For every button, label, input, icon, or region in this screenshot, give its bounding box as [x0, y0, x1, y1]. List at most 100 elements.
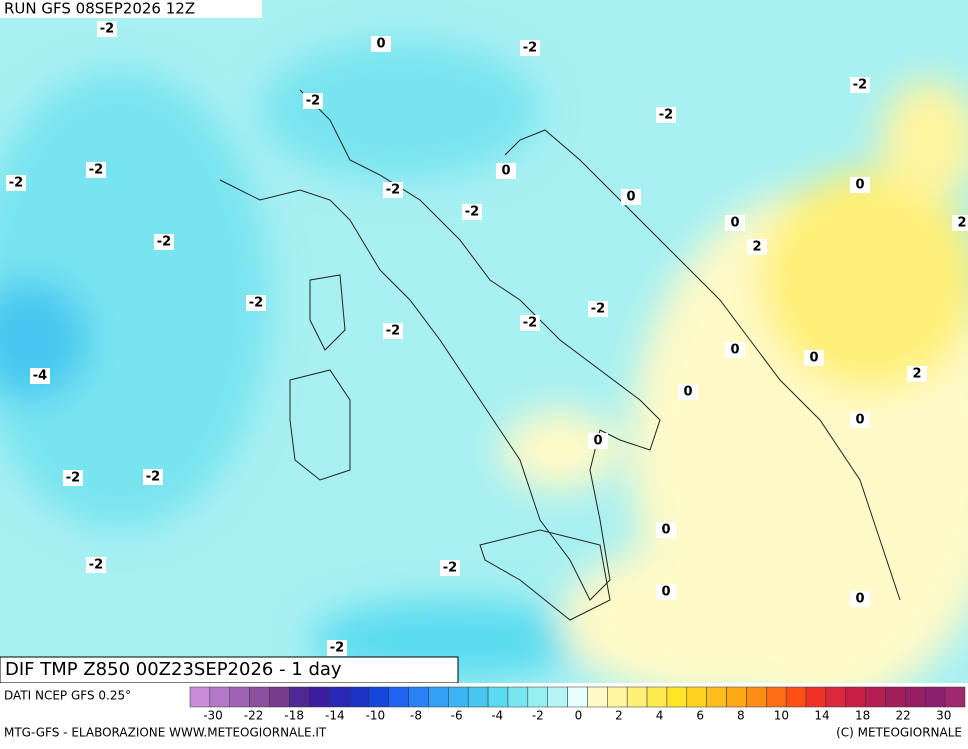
colorbar-cell — [825, 686, 847, 708]
footer-right: (C) METEOGIORNALE — [836, 726, 962, 740]
colorbar-cell — [527, 686, 548, 708]
label-bg — [97, 21, 117, 37]
colorbar-cell — [289, 686, 310, 708]
colorbar-cell — [328, 686, 350, 708]
colorbar-cell — [567, 686, 588, 708]
colorbar-tick-label: -2 — [532, 709, 544, 723]
contour-label: 0 — [626, 190, 635, 205]
colorbar-tick-label: -4 — [491, 709, 503, 723]
contour-label: -2 — [146, 470, 160, 485]
label-bg — [621, 189, 641, 205]
contour-label: -2 — [386, 183, 400, 198]
contour-label: -2 — [330, 641, 344, 656]
colorbar-cell — [805, 686, 827, 708]
colorbar-tick-label: -6 — [451, 709, 463, 723]
colorbar-cell — [925, 686, 946, 708]
label-bg — [371, 36, 391, 52]
label-bg — [656, 522, 676, 538]
colorbar-cell — [587, 686, 608, 708]
label-bg — [725, 342, 745, 358]
label-bg — [656, 584, 676, 600]
colorbar-cell — [646, 686, 668, 708]
contour-label: -4 — [33, 369, 47, 384]
colorbar-cell — [229, 686, 250, 708]
colorbar-cell — [368, 686, 389, 708]
contour-label: 2 — [912, 367, 921, 382]
contour-label: 0 — [855, 592, 864, 607]
contour-label: 0 — [661, 585, 670, 600]
colorbar-cell — [845, 686, 866, 708]
colorbar-cell — [428, 686, 449, 708]
colorbar-cell — [666, 686, 688, 708]
label-bg — [86, 557, 106, 573]
contour-label: -2 — [89, 558, 103, 573]
field — [0, 0, 968, 710]
colorbar-tick-label: 2 — [615, 709, 623, 723]
colorbar-tick-label: -30 — [203, 709, 223, 723]
label-bg — [496, 163, 516, 179]
label-bg — [246, 295, 266, 311]
colorbar-cell — [249, 686, 270, 708]
contour-label: 2 — [752, 240, 761, 255]
contour-label: 0 — [661, 523, 670, 538]
footer-left: MTG-GFS - ELABORAZIONE WWW.METEOGIORNALE… — [4, 726, 327, 740]
label-bg — [588, 433, 608, 449]
label-bg — [327, 640, 347, 656]
label-bg — [86, 162, 106, 178]
label-bg — [520, 40, 540, 56]
colorbar-cell — [766, 686, 787, 708]
colorbar-cell — [269, 686, 290, 708]
colorbar-cell — [408, 686, 429, 708]
colorbar-cell — [706, 686, 727, 708]
contour-label: 0 — [376, 37, 385, 52]
colorbar-cell — [726, 686, 747, 708]
colorbar-cell — [885, 686, 906, 708]
label-bg — [850, 412, 870, 428]
header-box — [0, 0, 262, 18]
label-bg — [303, 93, 323, 109]
contour-label: -2 — [523, 316, 537, 331]
contour-label: -2 — [66, 471, 80, 486]
contour-label: -2 — [9, 176, 23, 191]
colorbar-tick-label: -18 — [284, 709, 304, 723]
colorbar-tick-label: 14 — [814, 709, 829, 723]
colorbar-tick-label: 18 — [855, 709, 870, 723]
label-bg — [907, 366, 927, 382]
contour-label: -2 — [89, 163, 103, 178]
label-bg — [656, 107, 676, 123]
colorbar-cell — [388, 686, 409, 708]
colorbar-cell — [944, 686, 966, 708]
colorbar-cell — [607, 686, 628, 708]
colorbar-cell — [189, 686, 211, 708]
label-bg — [747, 239, 767, 255]
colorbar-cell — [448, 686, 469, 708]
colorbar-cell — [905, 686, 926, 708]
colorbar-tick-label: 4 — [656, 709, 664, 723]
label-bg — [678, 384, 698, 400]
label-bg — [462, 204, 482, 220]
colorbar: -30 -22 -18 -14 -10 -8 -6 -4 -2 0 2 4 6 8 10 14 18 22 30 — [189, 686, 966, 723]
title-box — [0, 656, 459, 684]
label-bg — [63, 470, 83, 486]
label-bg — [725, 215, 745, 231]
contour-label: 0 — [730, 216, 739, 231]
contour-label: -2 — [157, 235, 171, 250]
contour-label: -2 — [386, 324, 400, 339]
colorbar-tick-label: 10 — [774, 709, 789, 723]
label-bg — [850, 177, 870, 193]
colorbar-cell — [686, 686, 707, 708]
label-bg — [850, 591, 870, 607]
colorbar-cell — [785, 686, 807, 708]
contour-label: -2 — [659, 108, 673, 123]
colorbar-tick-label: -10 — [366, 709, 386, 723]
colorbar-cell — [308, 686, 330, 708]
colorbar-cell — [626, 686, 648, 708]
contour-label: 2 — [957, 216, 966, 231]
colorbar-cell — [547, 686, 568, 708]
contour-label: 0 — [855, 413, 864, 428]
colorbar-cell — [209, 686, 230, 708]
map-title: DIF TMP Z850 00Z23SEP2026 - 1 day — [5, 659, 342, 680]
label-bg — [520, 315, 540, 331]
colorbar-cell — [865, 686, 886, 708]
